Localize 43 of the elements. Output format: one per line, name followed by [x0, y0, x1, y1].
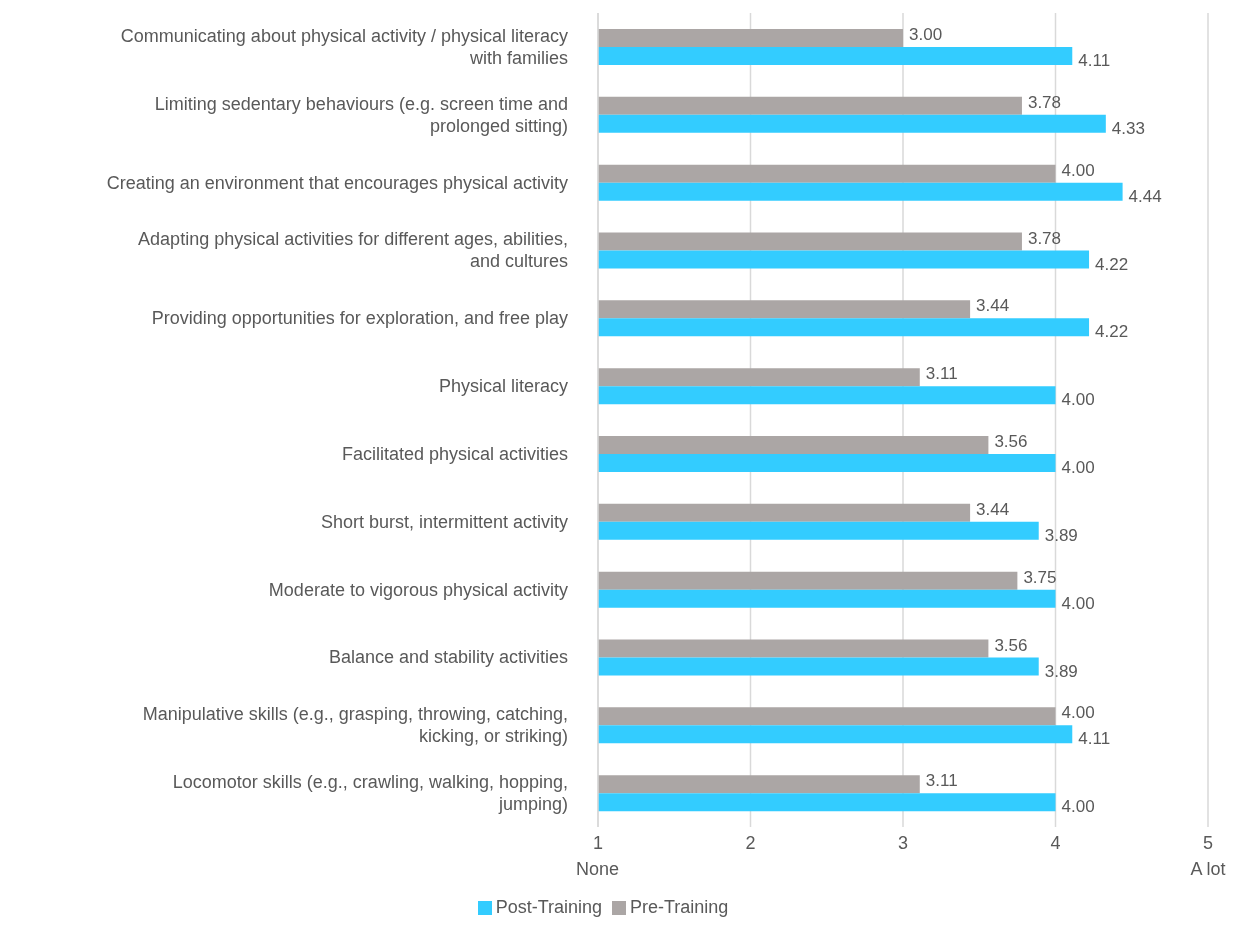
- data-label: 3.78: [1027, 228, 1062, 248]
- data-label: 4.00: [1061, 797, 1095, 817]
- data-label: 3.56: [994, 635, 1028, 655]
- x-tick-label: 1 None: [576, 833, 620, 879]
- data-label: 3.11: [925, 771, 958, 791]
- data-label: 4.00: [1061, 593, 1095, 613]
- data-label: 3.11: [925, 364, 958, 384]
- data-label: 3.75: [1023, 567, 1057, 587]
- data-label: 3.44: [976, 499, 1010, 519]
- y-tick-label: Locomotor skills (e.g., crawling, walking, hopping, jumping): [172, 772, 568, 815]
- y-tick-label: Manipulative skills (e.g., grasping, throwing, catching, kicking, or striking): [142, 704, 568, 747]
- y-tick-label: Adapting physical activities for different ages, abilities, and cultures: [138, 229, 568, 272]
- data-label: 3.44: [976, 296, 1010, 316]
- data-label: 4.11: [1078, 51, 1111, 70]
- data-label: 4.11: [1078, 729, 1111, 749]
- x-tick-label: 4: [1050, 833, 1061, 853]
- data-label: 3.78: [1027, 92, 1062, 112]
- x-tick-label: 3: [897, 833, 909, 853]
- x-tick-label: 5 A lot: [1190, 833, 1226, 879]
- y-tick-label: Physical literacy: [438, 376, 568, 397]
- data-label: 3.56: [994, 432, 1028, 451]
- y-tick-label: Communicating about physical activity / physical literacy with families: [120, 25, 568, 68]
- data-label: 3.00: [909, 25, 943, 44]
- y-tick-label: Moderate to vigorous physical activity: [268, 579, 568, 600]
- y-tick-label: Balance and stability activities: [328, 647, 568, 668]
- data-label: 4.22: [1095, 254, 1129, 274]
- y-tick-label: Limiting sedentary behaviours (e.g. screen time and prolonged sitting): [154, 93, 568, 136]
- y-tick-label: Short burst, intermittent activity: [320, 511, 568, 532]
- y-tick-label: Providing opportunities for exploration, and free play: [151, 308, 568, 329]
- legend-label: Post-Training: [495, 897, 602, 917]
- legend-label: Pre-Training: [630, 897, 729, 917]
- data-label: 4.00: [1061, 458, 1095, 477]
- y-tick-label: Facilitated physical activities: [341, 443, 568, 464]
- data-label: 4.44: [1128, 186, 1162, 206]
- data-label: 4.33: [1111, 118, 1145, 138]
- data-label: 4.00: [1061, 390, 1095, 410]
- data-label: 4.00: [1061, 703, 1095, 723]
- data-label: 3.89: [1044, 525, 1078, 545]
- data-label: 3.89: [1044, 661, 1078, 681]
- data-label: 4.22: [1095, 322, 1129, 342]
- data-label: 4.00: [1061, 160, 1095, 180]
- x-tick-label: 2: [745, 833, 756, 853]
- y-tick-label: Creating an environment that encourages physical activity: [106, 172, 568, 193]
